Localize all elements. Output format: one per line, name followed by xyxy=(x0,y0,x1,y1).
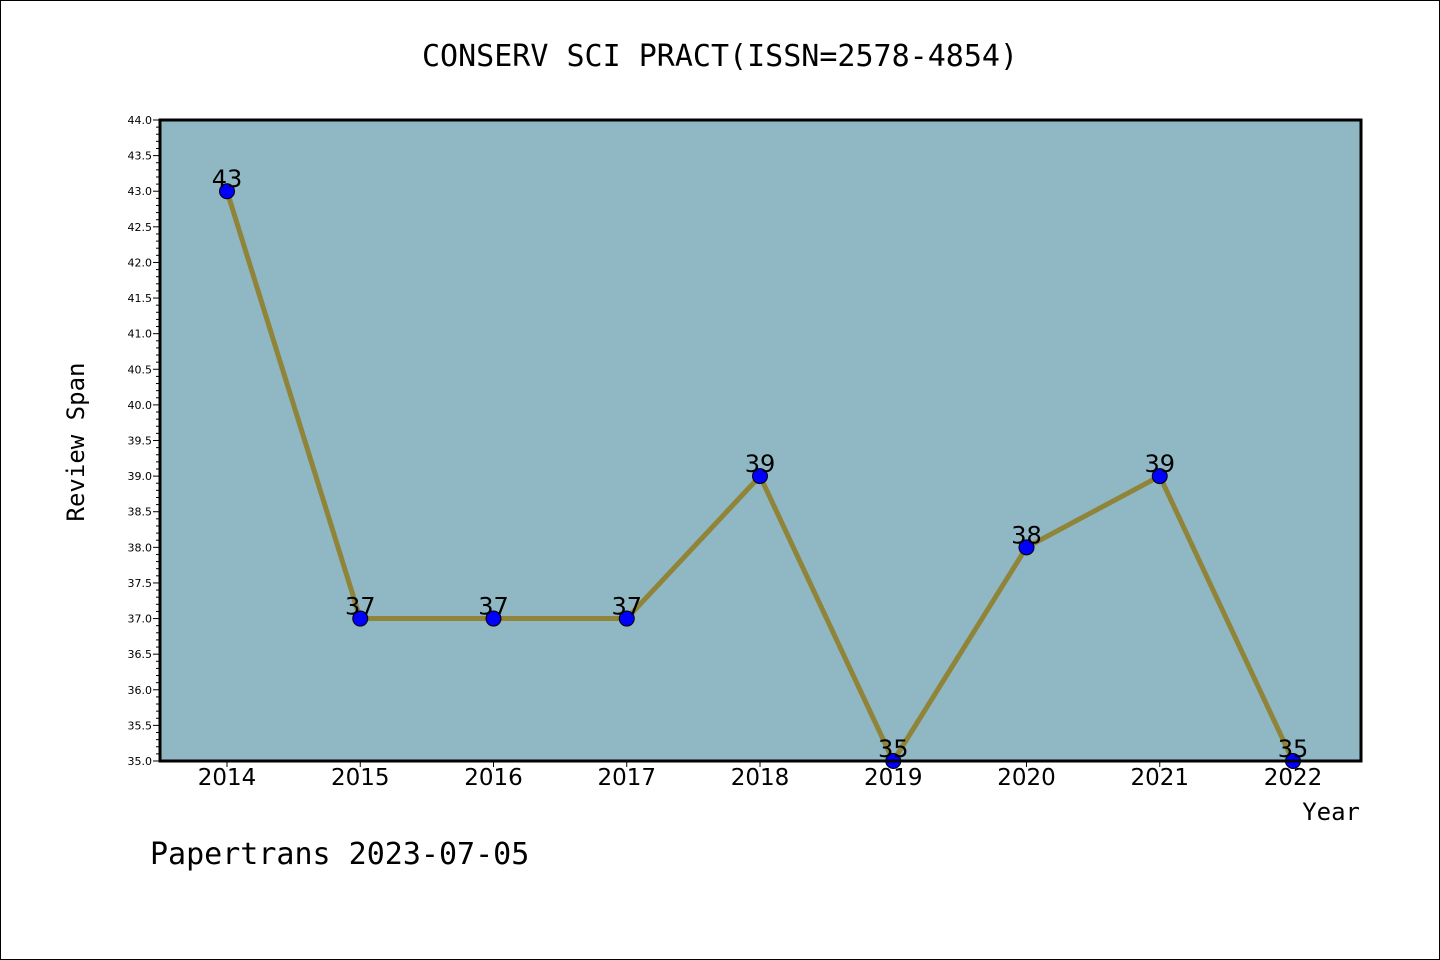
y-tick-label: 42.5 xyxy=(128,221,153,234)
y-tick-label: 36.0 xyxy=(128,684,153,697)
x-tick-label: 2018 xyxy=(731,765,790,791)
y-tick-label: 40.0 xyxy=(128,399,153,412)
y-tick-label: 43.5 xyxy=(128,150,153,163)
x-axis-label: Year xyxy=(1302,798,1360,826)
x-axis: 2014 2015 2016 2017 2018 2019 2020 2021 2022 xyxy=(198,761,1323,791)
data-label: 39 xyxy=(745,450,776,478)
y-tick-label: 37.5 xyxy=(128,577,153,590)
x-tick-label: 2021 xyxy=(1130,765,1189,791)
x-tick-label: 2015 xyxy=(331,765,390,791)
y-tick-label: 39.5 xyxy=(128,435,153,448)
data-label: 37 xyxy=(345,593,376,621)
y-tick-label: 37.0 xyxy=(128,613,153,626)
y-axis-label: Review Span xyxy=(62,363,90,522)
y-tick-label: 41.5 xyxy=(128,292,153,305)
data-point xyxy=(618,610,635,627)
y-tick-label: 41.0 xyxy=(128,328,153,341)
y-tick-label: 35.0 xyxy=(128,755,153,768)
data-points xyxy=(219,183,1301,769)
data-labels: 43 37 37 37 39 35 38 39 35 xyxy=(212,165,1309,763)
data-point xyxy=(352,610,369,627)
data-label: 35 xyxy=(878,735,909,763)
data-label: 38 xyxy=(1011,521,1042,549)
data-point xyxy=(752,468,768,485)
x-tick-label: 2014 xyxy=(198,765,257,791)
y-tick-label: 40.5 xyxy=(128,363,153,376)
y-tick-label: 42.0 xyxy=(128,256,153,269)
x-tick-label: 2017 xyxy=(597,765,656,791)
y-tick-label: 38.0 xyxy=(128,541,153,554)
x-tick-label: 2020 xyxy=(997,765,1056,791)
y-tick-label: 38.5 xyxy=(128,506,153,519)
x-tick-label: 2019 xyxy=(864,765,923,791)
y-tick-label: 39.0 xyxy=(128,470,153,483)
data-label: 43 xyxy=(212,165,243,193)
data-point xyxy=(219,183,235,200)
y-tick-label: 44.0 xyxy=(128,114,153,127)
plot-border xyxy=(158,118,1363,763)
data-point xyxy=(1151,468,1168,485)
x-tick-label: 2022 xyxy=(1264,765,1323,791)
chart-title: CONSERV SCI PRACT(ISSN=2578-4854) xyxy=(422,39,1018,74)
data-label: 37 xyxy=(611,593,642,621)
y-tick-label: 35.5 xyxy=(128,719,153,732)
data-point xyxy=(1018,539,1035,556)
y-tick-label: 36.5 xyxy=(128,648,153,661)
data-point xyxy=(485,610,502,627)
footer-credit: Papertrans 2023-07-05 xyxy=(150,837,529,872)
y-tick-label: 43.0 xyxy=(128,185,153,198)
x-tick-label: 2016 xyxy=(464,765,523,791)
y-axis: 35.0 35.5 36.0 36.5 37.0 37.5 38.0 38.5 39.0 39.5… xyxy=(128,114,160,768)
data-label: 39 xyxy=(1144,450,1175,478)
plot-area xyxy=(160,120,1361,761)
data-label: 37 xyxy=(478,593,509,621)
data-label: 35 xyxy=(1278,735,1309,763)
